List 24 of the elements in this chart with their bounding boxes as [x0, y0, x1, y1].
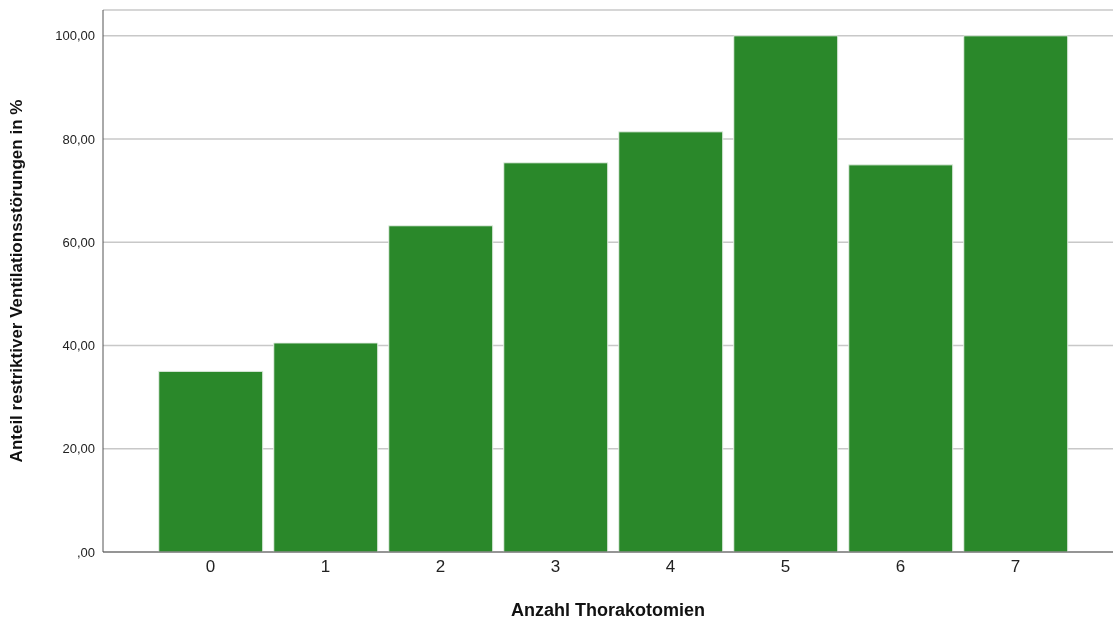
- y-tick-label: 100,00: [55, 28, 95, 44]
- y-tick-label: 80,00: [62, 131, 95, 147]
- bar: [618, 131, 724, 552]
- x-tick-label: 0: [205, 557, 216, 577]
- bar: [848, 164, 954, 552]
- bar: [273, 342, 379, 552]
- bar: [733, 35, 839, 552]
- x-tick-label: 2: [435, 557, 446, 577]
- bar: [388, 225, 494, 552]
- y-tick-label: 20,00: [62, 441, 95, 457]
- bar: [963, 35, 1069, 552]
- x-axis-title: Anzahl Thorakotomien: [510, 600, 706, 620]
- y-tick-label: ,00: [76, 544, 95, 560]
- bar: [158, 370, 264, 552]
- y-axis-title: Anteil restriktiver Ventilationsstörungen in %: [7, 99, 27, 463]
- x-tick-label: 5: [780, 557, 791, 577]
- x-tick-label: 6: [895, 557, 906, 577]
- x-tick-label: 3: [550, 557, 561, 577]
- y-tick-label: 60,00: [62, 234, 95, 250]
- x-tick-label: 7: [1010, 557, 1021, 577]
- x-tick-label: 4: [665, 557, 676, 577]
- y-tick-label: 40,00: [62, 338, 95, 354]
- x-tick-label: 1: [320, 557, 331, 577]
- bar: [503, 162, 609, 552]
